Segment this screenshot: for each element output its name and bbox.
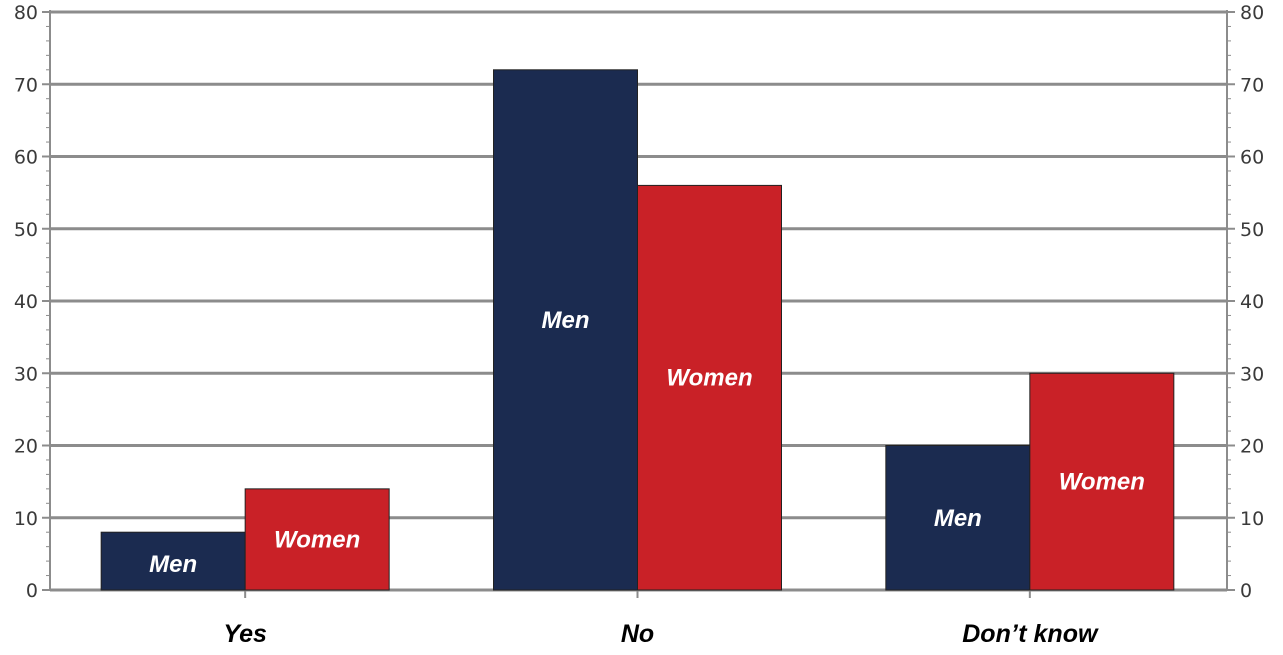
y-tick-label-right: 40	[1240, 291, 1264, 313]
left-y-axis-ticks: 0 10 20 30 40 50 60 70 80	[14, 2, 38, 602]
bar-women-2	[1029, 372, 1175, 591]
y-tick-label-right: 0	[1240, 580, 1252, 602]
bar-label-women: Women	[1059, 469, 1145, 496]
y-tick-label-right: 30	[1240, 363, 1264, 385]
y-tick-label-left: 10	[14, 508, 38, 530]
y-tick-label-left: 80	[14, 2, 38, 24]
bar-women-0	[244, 488, 390, 591]
y-tick-label-left: 40	[14, 291, 38, 313]
bar-label-men: Men	[934, 505, 982, 532]
y-tick-label-right: 70	[1240, 74, 1264, 96]
bar-men-0	[100, 531, 246, 591]
bar-label-women: Women	[666, 365, 752, 392]
bar-women-1	[637, 184, 782, 591]
bars	[100, 69, 1175, 591]
bar-labels: Men Women Men Women Men Women	[149, 307, 1145, 578]
y-tick-label-right: 10	[1240, 508, 1264, 530]
y-tick-label-left: 20	[14, 436, 38, 458]
y-tick-label-right: 60	[1240, 147, 1264, 169]
y-tick-label-left: 30	[14, 363, 38, 385]
bar-men-2	[885, 445, 1031, 591]
bar-label-women: Women	[274, 526, 360, 553]
y-tick-label-right: 80	[1240, 2, 1264, 24]
y-tick-label-left: 60	[14, 147, 38, 169]
right-y-axis-ticks: 0 10 20 30 40 50 60 70 80	[1240, 2, 1264, 602]
y-tick-label-right: 50	[1240, 219, 1264, 241]
y-tick-label-left: 70	[14, 74, 38, 96]
bar-men-1	[493, 69, 638, 591]
category-label: Yes	[223, 620, 267, 648]
axes	[42, 10, 1235, 598]
bar-label-men: Men	[542, 307, 590, 334]
category-label: Don’t know	[962, 620, 1099, 648]
y-tick-label-left: 0	[26, 580, 38, 602]
bar-label-men: Men	[149, 551, 197, 578]
category-label: No	[621, 620, 654, 648]
category-labels: Yes No Don’t know	[223, 620, 1099, 648]
y-tick-label-left: 50	[14, 219, 38, 241]
y-tick-label-right: 20	[1240, 436, 1264, 458]
